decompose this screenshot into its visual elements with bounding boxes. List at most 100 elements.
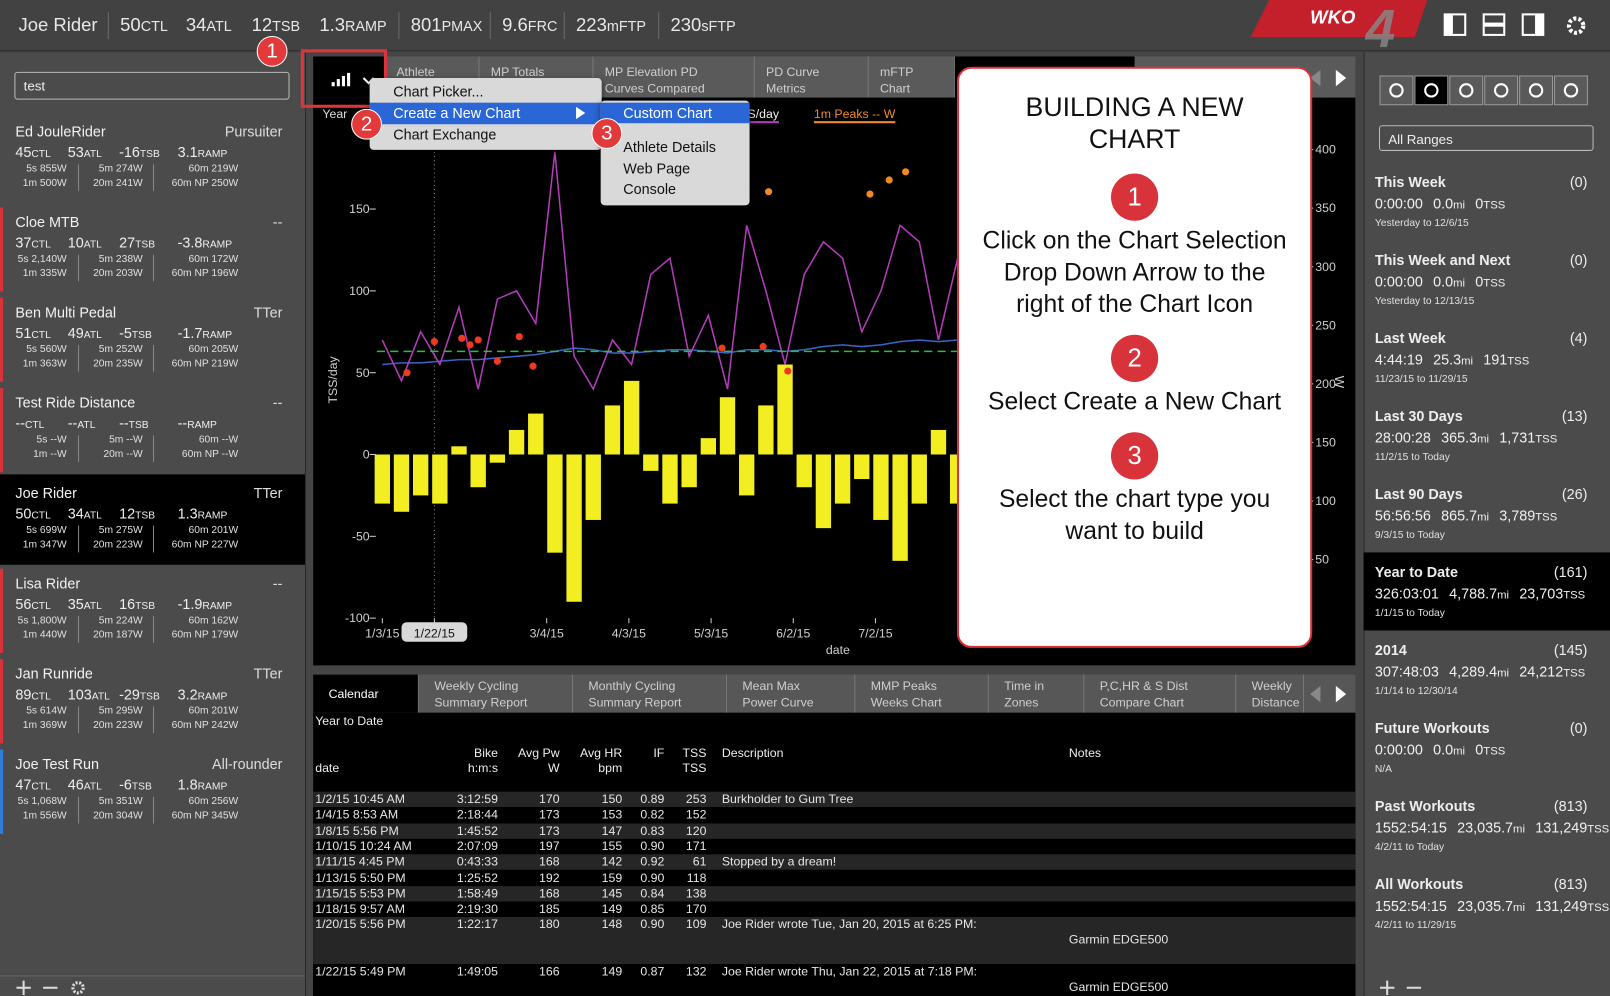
metric-unit: FRC (527, 17, 558, 34)
range-card[interactable]: This Week (0) 0:00:00 0.0mi 0TSS Yesterday to… (1364, 162, 1610, 240)
range-card[interactable]: Year to Date (161) 326:03:01 4,788.7mi 23,70… (1363, 552, 1610, 631)
menu-item[interactable]: Chart Exchange (393, 126, 497, 143)
metric-unit: CTL (31, 329, 51, 341)
button-glyph (1563, 83, 1579, 98)
toolbar-button[interactable] (1379, 75, 1414, 106)
athlete-card[interactable]: Jan Runride TTer 89CTL 103ATL -29TSB 3.2RAMP 5… (0, 655, 305, 745)
metric-unit: ATL (77, 419, 96, 432)
separator (78, 345, 80, 372)
bottom-tab[interactable]: MMP Peaks Weeks Chart (855, 674, 989, 713)
chart-tab[interactable]: mFTP Chart (869, 56, 955, 98)
table-row[interactable] (313, 854, 1356, 871)
table-row[interactable] (313, 823, 1356, 839)
table-cell: 171 (685, 838, 707, 854)
chart-tab[interactable]: PD Curve Metrics (755, 56, 869, 98)
chart-tab[interactable]: MP Totals (480, 56, 594, 98)
button-frame (1484, 75, 1519, 106)
tss-unit: TSS (1587, 823, 1610, 836)
athlete-card[interactable]: Cloe MTB -- 37CTL 10ATL 27TSB -3.8RAMP 5s 2,14… (0, 203, 305, 293)
athlete-card[interactable]: Lisa Rider -- 56CTL 35ATL 16TSB -1.9RAMP 5s 1,… (0, 565, 305, 655)
table-row[interactable] (313, 838, 1356, 855)
layout-button[interactable] (1521, 13, 1545, 36)
range-card[interactable]: Last Week (4) 4:44:19 25.3mi 191TSS 11/23/15 … (1364, 318, 1610, 396)
toolbar-button[interactable] (1519, 75, 1554, 106)
distance-unit: mi (1497, 589, 1509, 602)
range-card[interactable]: This Week and Next (0) 0:00:00 0.0mi 0TSS Yes… (1364, 240, 1610, 318)
menu-item[interactable]: Chart Picker... (393, 83, 484, 100)
table-row[interactable] (313, 885, 1356, 902)
icon-fill (1444, 14, 1453, 35)
range-tss: 0TSS (1475, 195, 1505, 211)
bottom-tab[interactable]: Time in Zones (989, 674, 1085, 713)
athlete-card[interactable]: Ben Multi Pedal TTer 51CTL 49ATL -5TSB -1.7RA… (0, 294, 305, 384)
range-card[interactable]: All Workouts (813) 1552:54:15 23,035.7mi 131… (1364, 865, 1610, 943)
range-name: Year to Date (1374, 563, 1458, 581)
settings-button[interactable] (1566, 16, 1586, 35)
toolbar-button[interactable] (1554, 75, 1588, 106)
table-cell: 192 (539, 870, 560, 885)
table-cell: 155 (601, 838, 623, 854)
bottom-tab[interactable]: Weekly Cycling Summary Report (419, 674, 573, 713)
athlete-type: All-rounder (212, 755, 283, 773)
table-cell: 0.90 (640, 916, 665, 932)
tss-unit: TSS (1507, 355, 1530, 368)
range-card[interactable]: Last 90 Days (26) 56:56:56 865.7mi 3,789TSS 9… (1364, 474, 1610, 552)
layout-button[interactable] (1482, 13, 1506, 36)
layout-button[interactable] (1443, 13, 1467, 36)
range-card[interactable]: Past Workouts (813) 1552:54:15 23,035.7mi 13… (1364, 787, 1610, 865)
chart-tab[interactable]: Athlete (385, 56, 480, 98)
column-header: Avg HR bpm (579, 745, 623, 776)
bottom-tab[interactable]: Weekly Distance (1236, 674, 1305, 713)
athlete-card[interactable]: Test Ride Distance -- --CTL --ATL --TSB --RAM… (0, 384, 305, 474)
left-footer (0, 975, 305, 996)
range-card[interactable]: 2014 (145) 307:48:03 4,289.4mi 24,212TSS 1/1/… (1364, 630, 1610, 708)
submenu-item[interactable]: Athlete Details (623, 138, 716, 156)
metric-value: -16 (119, 143, 140, 161)
icon-fill (1535, 14, 1544, 35)
submenu-item[interactable]: Console (623, 180, 677, 198)
bottom-tab[interactable]: Calendar (313, 674, 419, 713)
metric-value: 9.6 (502, 14, 528, 35)
metric-value: 45 (15, 143, 32, 161)
table-row[interactable] (313, 791, 1356, 808)
metric-value: 1.3 (319, 14, 346, 35)
separator (489, 12, 491, 40)
range-card[interactable]: Last 30 Days (13) 28:00:28 365.3mi 1,731TSS 1… (1364, 396, 1610, 474)
range-name: 2014 (1374, 641, 1407, 659)
separator (78, 435, 80, 463)
range-filter[interactable]: All Ranges (1378, 125, 1594, 151)
metric-unit: ATL (83, 600, 102, 612)
athlete-metric: 37CTL (15, 234, 50, 250)
bottom-tab[interactable]: Mean Max Power Curve (727, 674, 856, 713)
athlete-filter[interactable]: test (14, 71, 290, 100)
athlete-card[interactable]: Ed JouleRider Pursuiter 45CTL 53ATL -16TSB 3.… (0, 113, 305, 203)
metric-value: 53 (67, 143, 84, 161)
bottom-tab[interactable]: Monthly Cycling Summary Report (573, 674, 727, 713)
table-row[interactable] (313, 870, 1356, 886)
menu-item[interactable]: Create a New Chart (369, 102, 602, 125)
athlete-stat: 60m NP 179W (171, 629, 239, 641)
athlete-stat: 1m 363W (22, 358, 67, 370)
athlete-metric: 53ATL (68, 144, 102, 160)
athlete-card[interactable]: Joe Test Run All-rounder 47CTL 46ATL -6TSB 1.… (0, 745, 305, 835)
table-row[interactable] (313, 916, 1356, 965)
athlete-stat: 1m --W (33, 448, 67, 461)
toolbar-button[interactable] (1449, 75, 1484, 106)
toolbar-button[interactable] (1484, 75, 1519, 106)
metric-value: 10 (67, 234, 84, 251)
table-row[interactable] (313, 807, 1356, 824)
submenu-item[interactable]: Custom Chart (600, 102, 750, 124)
table-row[interactable] (313, 901, 1356, 918)
toolbar-button[interactable] (1414, 75, 1449, 106)
step-marker: 3 (591, 118, 623, 149)
athlete-card[interactable]: Joe Rider TTer 50CTL 34ATL 12TSB 1.3RAMP 5s 69… (0, 474, 305, 565)
chart-tab[interactable]: MP Elevation PD Curves Compared (593, 56, 755, 98)
range-card[interactable]: Future Workouts (0) 0:00:00 0.0mi 0TSS N/A (1364, 708, 1610, 786)
submenu-item[interactable]: Web Page (623, 159, 691, 177)
range-summary: 0:00:00 0.0mi 0TSS (1375, 741, 1505, 757)
bottom-tab[interactable]: P,C,HR & S Dist Compare Chart (1084, 674, 1237, 713)
tss-value: 131,249 (1535, 897, 1588, 914)
table-cell: 148 (601, 916, 623, 932)
table-row[interactable] (313, 964, 1356, 996)
athlete-metric: 47CTL (15, 776, 50, 792)
